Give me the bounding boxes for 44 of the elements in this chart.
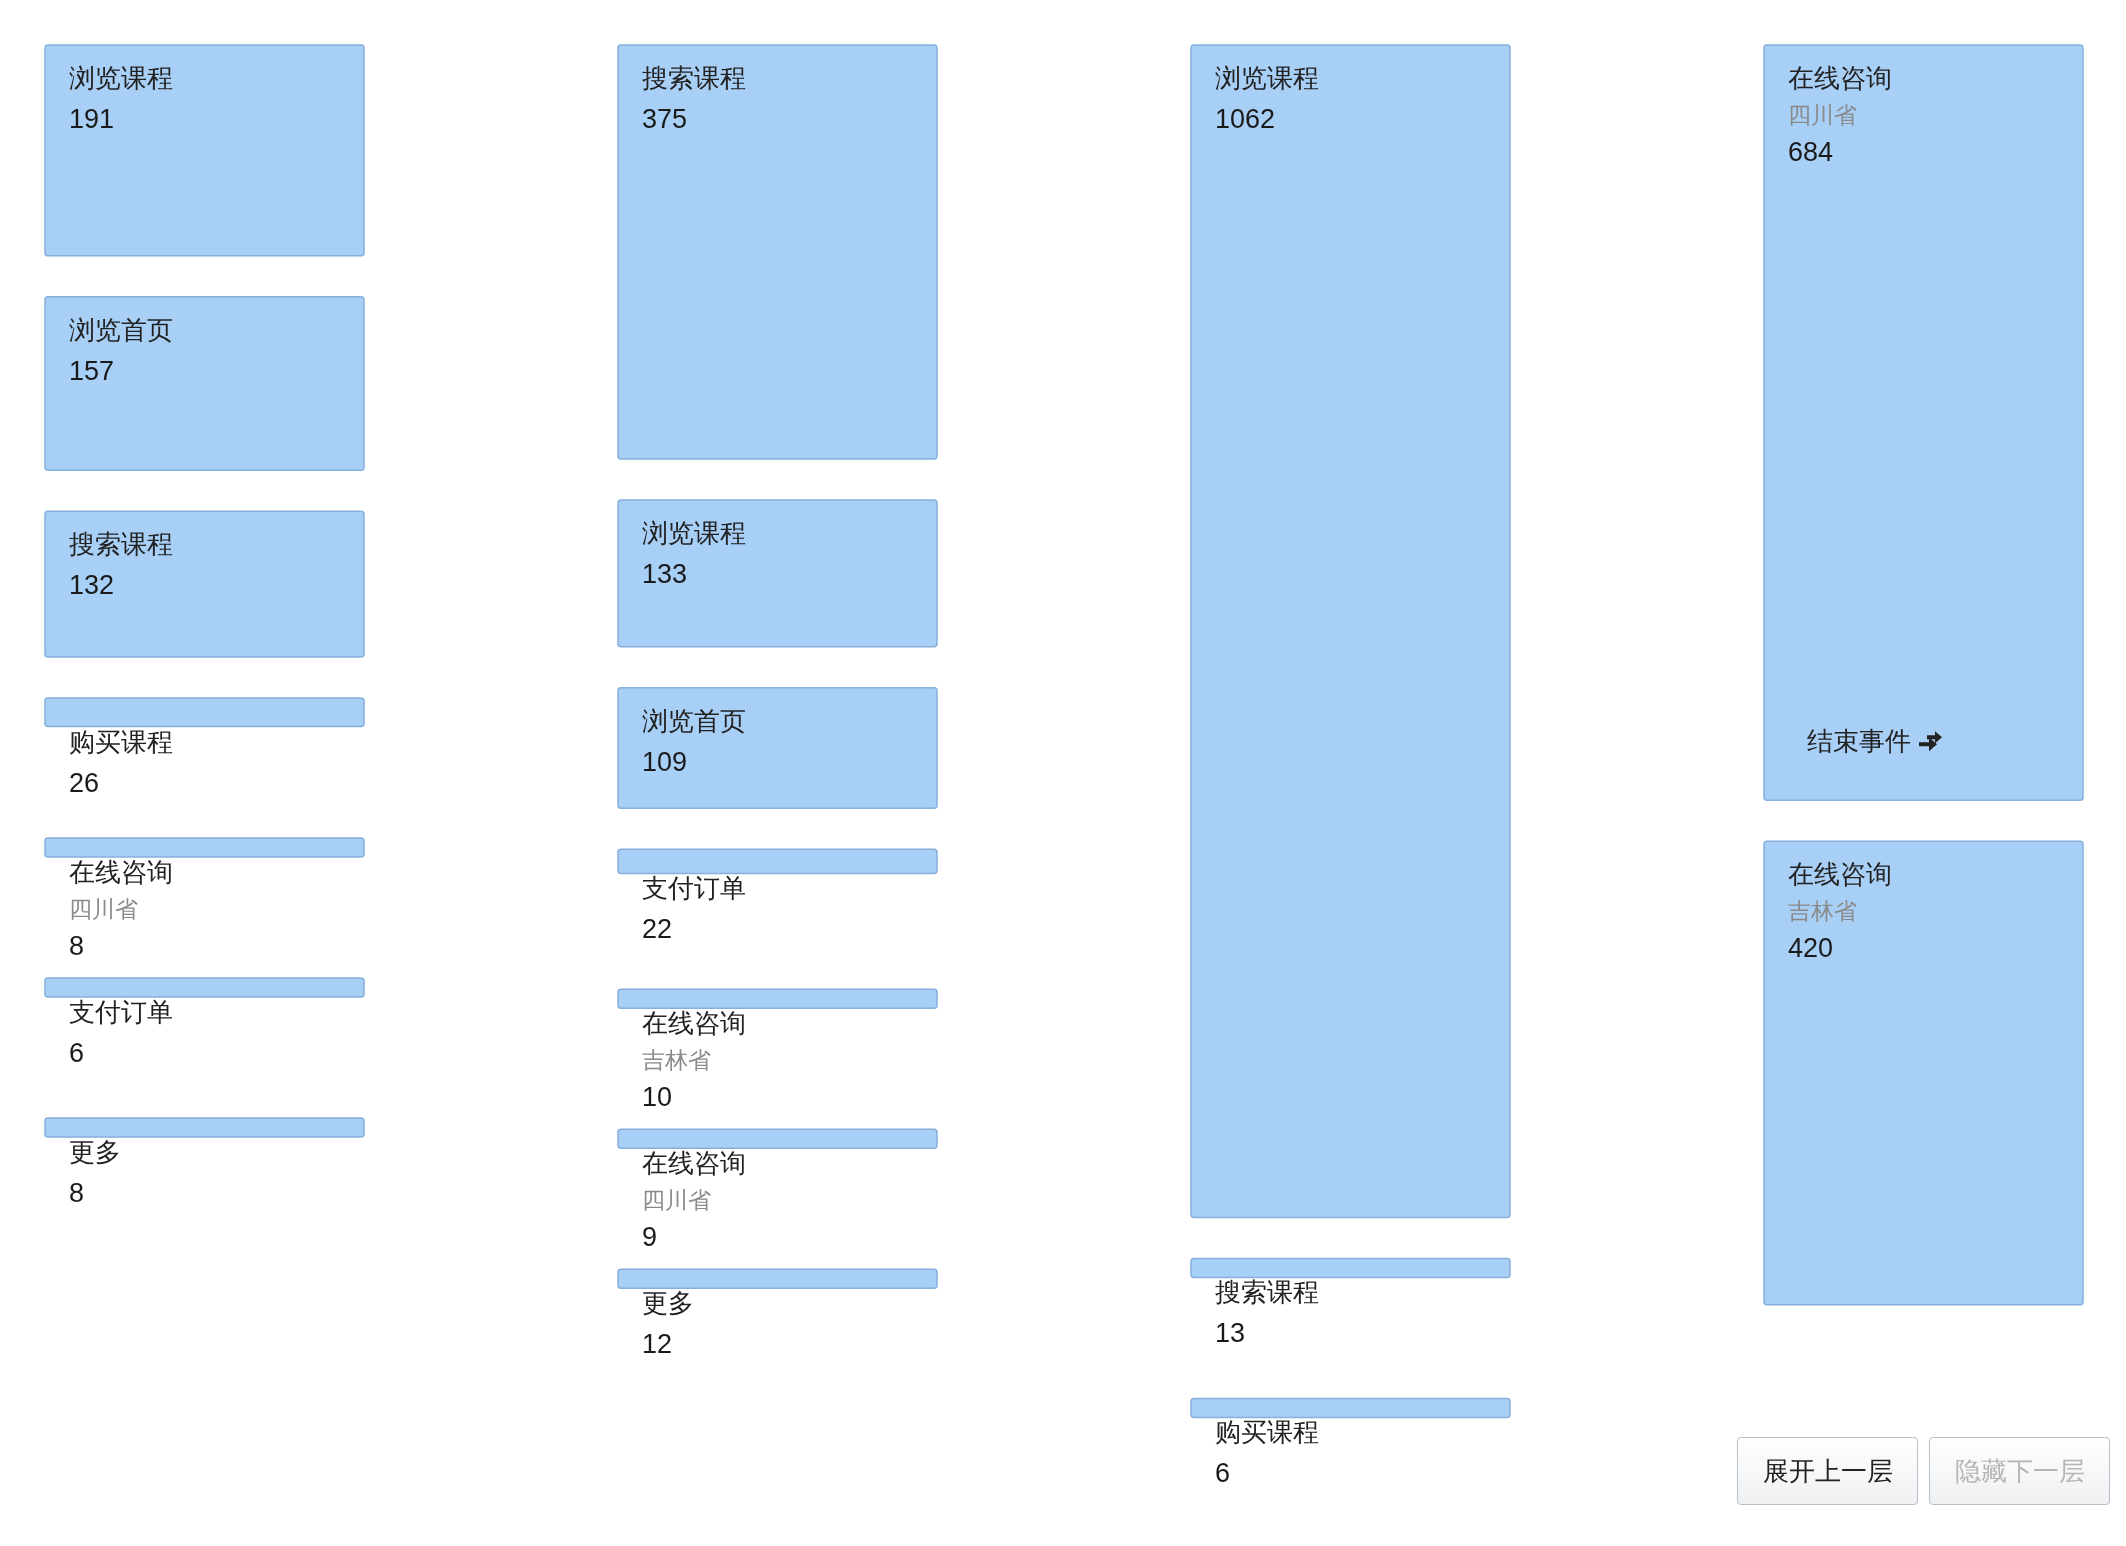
data-label: 22 xyxy=(642,914,673,945)
data-label: 132 xyxy=(69,570,115,601)
category-label: 浏览课程 xyxy=(69,63,173,93)
category-label: 浏览首页 xyxy=(69,314,173,345)
data-label: 12 xyxy=(642,1329,673,1360)
category-label: 在线咨询 xyxy=(642,1008,746,1039)
category-label: 购买课程 xyxy=(1215,1417,1319,1448)
category-label: 购买课程 xyxy=(69,726,173,757)
category-label: 支付订单 xyxy=(69,996,173,1027)
category-label: 在线咨询 xyxy=(69,856,173,887)
data-label: 10 xyxy=(642,1082,673,1113)
data-label: 6 xyxy=(1215,1458,1231,1489)
data-label: 9 xyxy=(642,1222,658,1253)
category-label: 更多 xyxy=(69,1136,121,1167)
data-label: 157 xyxy=(69,355,115,386)
data-label: 8 xyxy=(69,930,85,961)
annotation-subtitle: 四川省 xyxy=(69,895,138,922)
category-label: 浏览课程 xyxy=(642,518,746,548)
data-label: 26 xyxy=(69,767,100,798)
category-label: 搜索课程 xyxy=(642,63,746,93)
category-label: 在线咨询 xyxy=(1788,63,1892,93)
data-label: 8 xyxy=(69,1177,85,1208)
data-label: 375 xyxy=(642,104,688,134)
category-label: 更多 xyxy=(642,1288,694,1319)
data-label: 684 xyxy=(1788,137,1834,167)
data-label: 1062 xyxy=(1215,104,1276,134)
data-label: 109 xyxy=(642,746,688,777)
annotation-subtitle: 吉林省 xyxy=(1788,898,1857,925)
annotation-subtitle: 四川省 xyxy=(642,1187,711,1214)
category-label: 搜索课程 xyxy=(1215,1277,1319,1308)
data-label: 420 xyxy=(1788,933,1834,964)
category-label: 浏览首页 xyxy=(642,705,746,736)
category-label: 搜索课程 xyxy=(69,529,173,560)
data-label: 13 xyxy=(1215,1318,1246,1349)
data-label: 6 xyxy=(69,1037,85,1068)
annotation-subtitle: 四川省 xyxy=(1788,102,1857,128)
category-label: 浏览课程 xyxy=(1215,63,1319,93)
category-label: 在线咨询 xyxy=(1788,859,1892,890)
data-label: 191 xyxy=(69,104,115,134)
category-label: 支付订单 xyxy=(642,873,746,904)
annotation: 结束事件 xyxy=(1807,726,1911,757)
annotation-subtitle: 吉林省 xyxy=(642,1047,711,1074)
data-label: 133 xyxy=(642,559,688,589)
category-label: 在线咨询 xyxy=(642,1148,746,1179)
